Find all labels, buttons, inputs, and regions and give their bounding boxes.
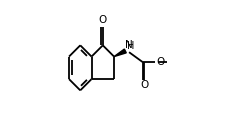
Polygon shape bbox=[114, 49, 126, 57]
Text: O: O bbox=[141, 80, 149, 90]
Text: O: O bbox=[156, 57, 164, 67]
Text: O: O bbox=[99, 15, 107, 25]
Text: N: N bbox=[125, 40, 132, 50]
Text: H: H bbox=[127, 41, 135, 51]
